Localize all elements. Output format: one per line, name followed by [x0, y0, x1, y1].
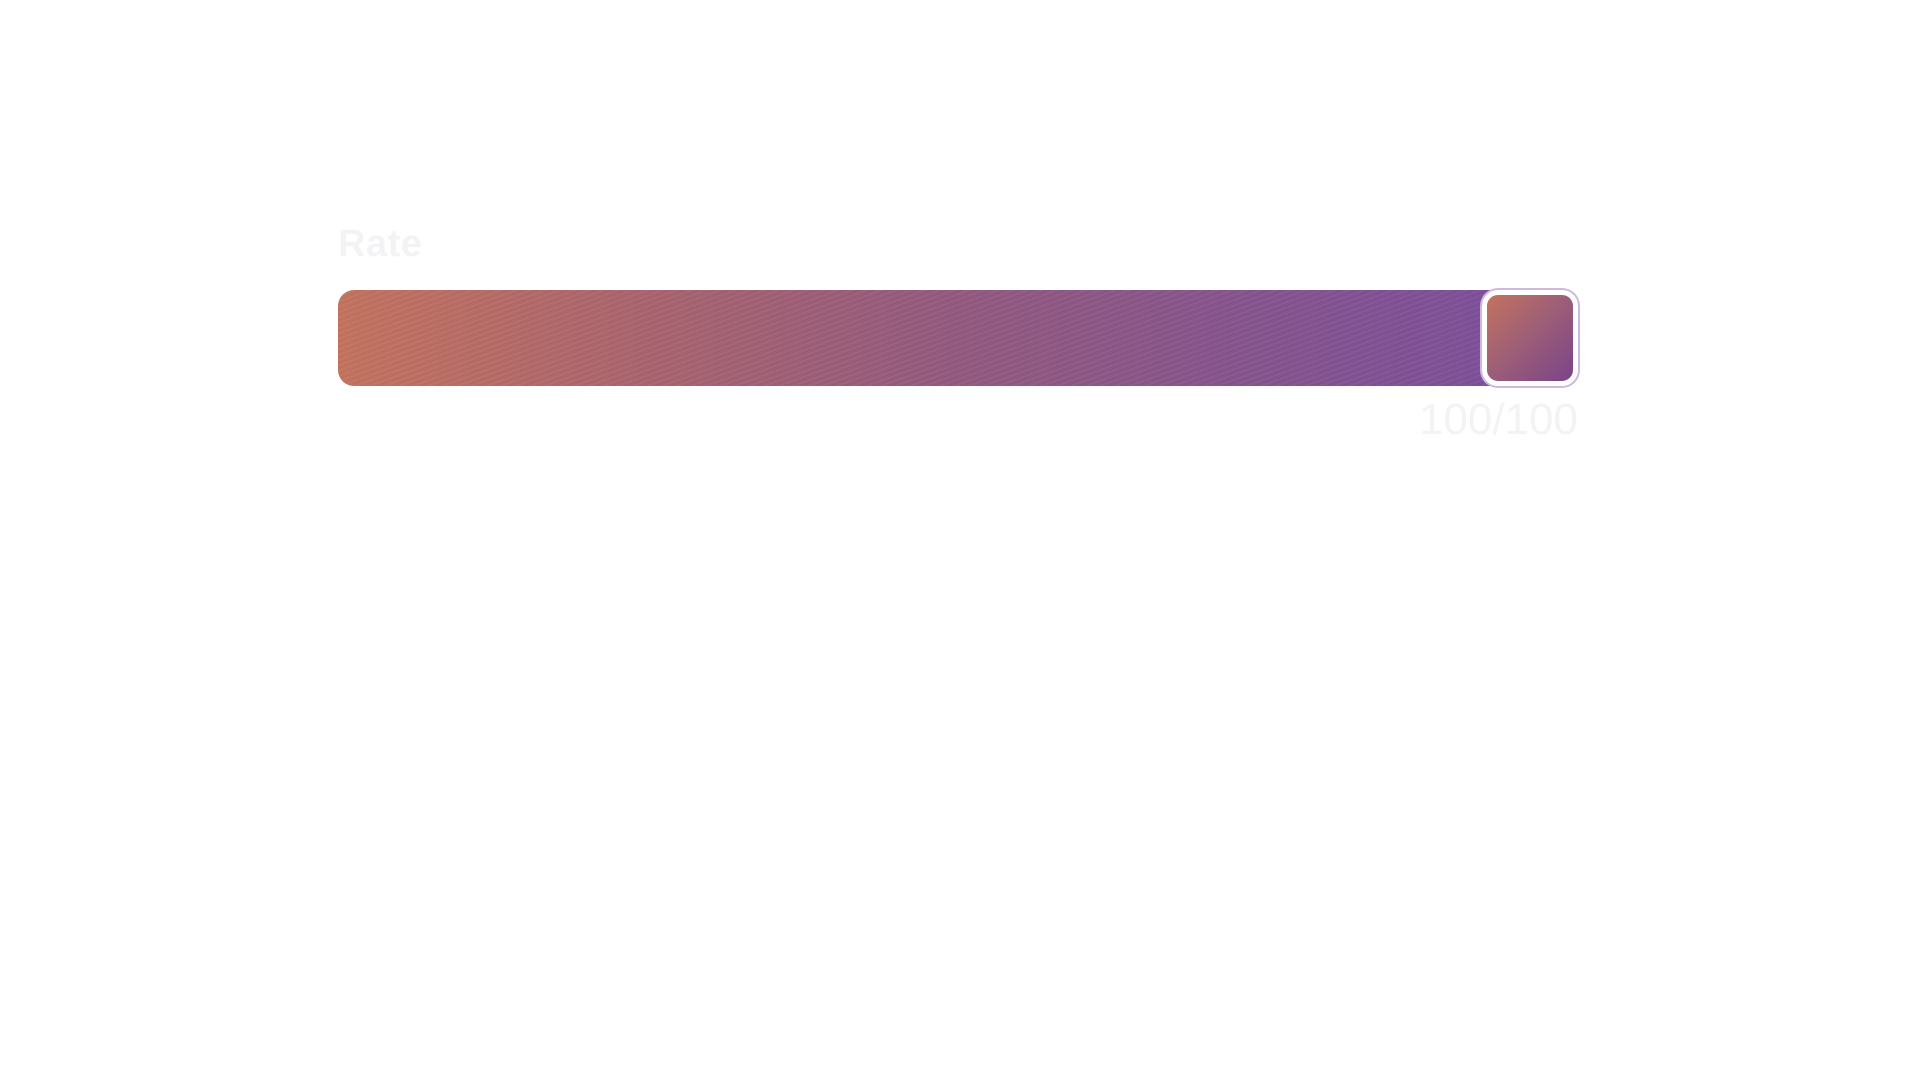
track-texture [338, 290, 1578, 386]
slider-value: 100/100 [1418, 395, 1578, 444]
slider-label: Rate [338, 223, 423, 265]
slider-track[interactable] [338, 290, 1578, 386]
rate-slider: Rate 100/100 [338, 222, 1578, 446]
slider-thumb[interactable] [1482, 290, 1578, 386]
